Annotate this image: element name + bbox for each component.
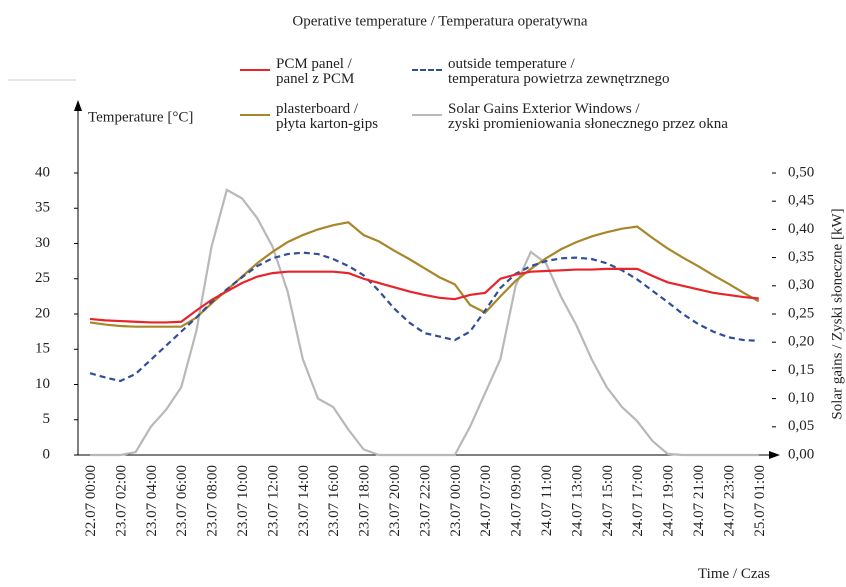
x-tick-label: 23.07 18:00 [357, 465, 373, 537]
y2-tick-label: 0,00 [788, 446, 814, 462]
x-tick-label: 24.07 15:00 [600, 465, 616, 537]
y2-tick-label: 0,15 [788, 362, 814, 378]
legend-label: Solar Gains Exterior Windows / zyski pro… [448, 101, 728, 132]
y2-axis-title: Solar gains / Zyski słoneczne [kW] [829, 208, 845, 419]
x-tick-label: 24.07 19:00 [661, 465, 677, 537]
x-tick-label: 23.07 00:00 [448, 465, 464, 537]
y-tick-label: 0 [43, 446, 51, 462]
x-tick-label: 23.07 12:00 [265, 465, 281, 537]
y-tick-label: 15 [35, 341, 50, 357]
legend-label: plasterboard / płyta karton-gips [276, 101, 379, 132]
y2-tick-label: 0,25 [788, 305, 814, 321]
x-tick-label: 23.07 20:00 [387, 465, 403, 537]
x-tick-label: 24.07 17:00 [630, 465, 646, 537]
x-tick-label: 23.07 10:00 [235, 465, 251, 537]
y-tick-label: 25 [35, 270, 50, 286]
x-tick-label: 23.07 02:00 [113, 465, 129, 537]
series-line [89, 221, 760, 328]
x-tick-label: 24.07 23:00 [721, 465, 737, 537]
x-tick-label: 22.07 00:00 [83, 465, 99, 537]
x-tick-label: 23.07 08:00 [205, 465, 221, 537]
x-tick-label: 24.07 13:00 [569, 465, 585, 537]
y2-tick-label: 0,20 [788, 334, 814, 350]
series-line [90, 188, 759, 457]
x-tick-label: 23.07 04:00 [144, 465, 160, 537]
y-axis-arrow [74, 100, 82, 111]
x-tick-label: 23.07 06:00 [174, 465, 190, 537]
y-tick-label: 30 [35, 235, 50, 251]
y2-tick-label: 0,40 [788, 221, 814, 237]
x-tick-label: 24.07 09:00 [509, 465, 525, 537]
y2-tick-label: 0,50 [788, 164, 814, 180]
legend-swatch [412, 114, 442, 116]
x-tick-label: 23.07 22:00 [417, 465, 433, 537]
y2-tick-label: 0,30 [788, 277, 814, 293]
y2-tick-label: 0,35 [788, 249, 814, 265]
y2-tick-label: 0,05 [788, 418, 814, 434]
x-tick-label: 24.07 11:00 [539, 465, 555, 536]
y-tick-label: 20 [35, 305, 50, 321]
x-tick-label: 23.07 16:00 [326, 465, 342, 537]
y-tick-label: 40 [35, 164, 50, 180]
legend-label: PCM panel / panel z PCM [276, 56, 355, 87]
series-line [89, 251, 759, 383]
series-line [89, 267, 759, 324]
y2-tick-label: 0,45 [788, 193, 814, 209]
y-axis-title: Temperature [°C] [88, 109, 193, 125]
y-tick-label: 5 [43, 411, 51, 427]
y2-tick-label: 0,10 [788, 390, 814, 406]
x-tick-label: 25.07 01:00 [752, 465, 768, 537]
x-axis-title: Time / Czas [698, 566, 770, 582]
x-tick-label: 24.07 21:00 [691, 465, 707, 537]
y-tick-label: 10 [35, 376, 50, 392]
x-tick-label: 23.07 14:00 [296, 465, 312, 537]
legend-label: outside temperature / temperatura powiet… [448, 56, 670, 87]
chart-title: Operative temperature / Temperatura oper… [292, 13, 588, 29]
x-tick-label: 24.07 07:00 [478, 465, 494, 537]
legend-swatch [240, 69, 270, 71]
legend-swatch [240, 114, 270, 116]
legend-swatch [412, 69, 442, 71]
y-tick-label: 35 [35, 200, 50, 216]
